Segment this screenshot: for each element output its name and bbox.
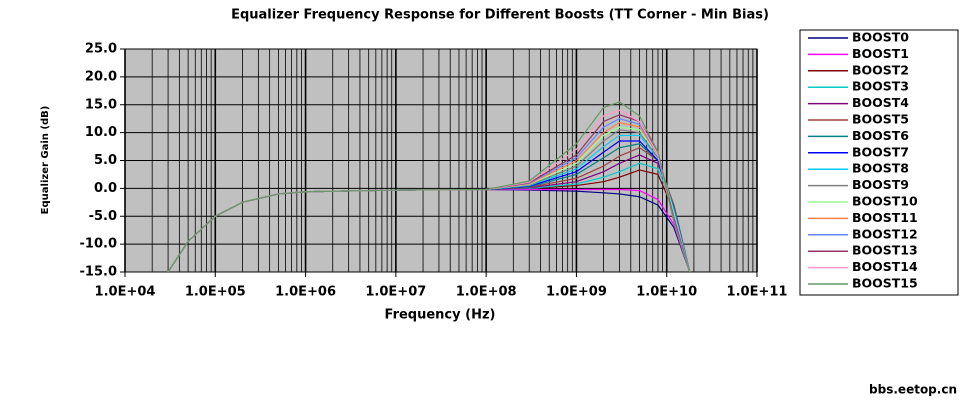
legend-label: BOOST12 [852, 226, 918, 241]
legend-label: BOOST3 [852, 79, 909, 94]
x-tick-label: 1.0E+06 [275, 285, 336, 300]
legend-label: BOOST11 [852, 210, 918, 225]
x-tick-label: 1.0E+11 [727, 285, 788, 300]
x-tick-label: 1.0E+08 [456, 285, 517, 300]
legend-label: BOOST7 [852, 144, 909, 159]
y-tick-label: 20.0 [85, 69, 117, 84]
y-tick-label: 10.0 [85, 125, 117, 140]
legend-label: BOOST1 [852, 46, 909, 61]
y-tick-label: 25.0 [85, 42, 117, 57]
x-tick-label: 1.0E+04 [95, 285, 156, 300]
legend-label: BOOST10 [852, 194, 918, 209]
legend-label: BOOST13 [852, 243, 918, 258]
y-tick-label: 5.0 [94, 153, 117, 168]
x-tick-label: 1.0E+10 [636, 285, 697, 300]
legend-label: BOOST0 [852, 30, 909, 45]
legend-label: BOOST9 [852, 177, 909, 192]
series-line [167, 101, 691, 272]
y-tick-label: 15.0 [85, 97, 117, 112]
legend-label: BOOST4 [852, 95, 909, 110]
series-layer [167, 101, 691, 272]
legend-label: BOOST15 [852, 276, 918, 291]
y-tick-label: -10.0 [80, 237, 117, 252]
legend-label: BOOST14 [852, 259, 918, 274]
y-tick-label: -5.0 [89, 209, 117, 224]
y-tick-label: -15.0 [80, 265, 117, 280]
x-axis-label: Frequency (Hz) [385, 308, 496, 323]
x-tick-label: 1.0E+07 [365, 285, 426, 300]
y-tick-label: 0.0 [94, 181, 117, 196]
watermark: bbs.eetop.cn [869, 383, 957, 397]
chart-title: Equalizer Frequency Response for Differe… [231, 8, 769, 23]
legend-label: BOOST5 [852, 112, 909, 127]
legend-label: BOOST2 [852, 62, 909, 77]
y-axis-label: Equalizer Gain (dB) [40, 106, 51, 215]
plot-border [124, 48, 758, 273]
legend-label: BOOST8 [852, 161, 909, 176]
x-tick-label: 1.0E+09 [546, 285, 607, 300]
legend-label: BOOST6 [852, 128, 909, 143]
x-tick-label: 1.0E+05 [185, 285, 246, 300]
